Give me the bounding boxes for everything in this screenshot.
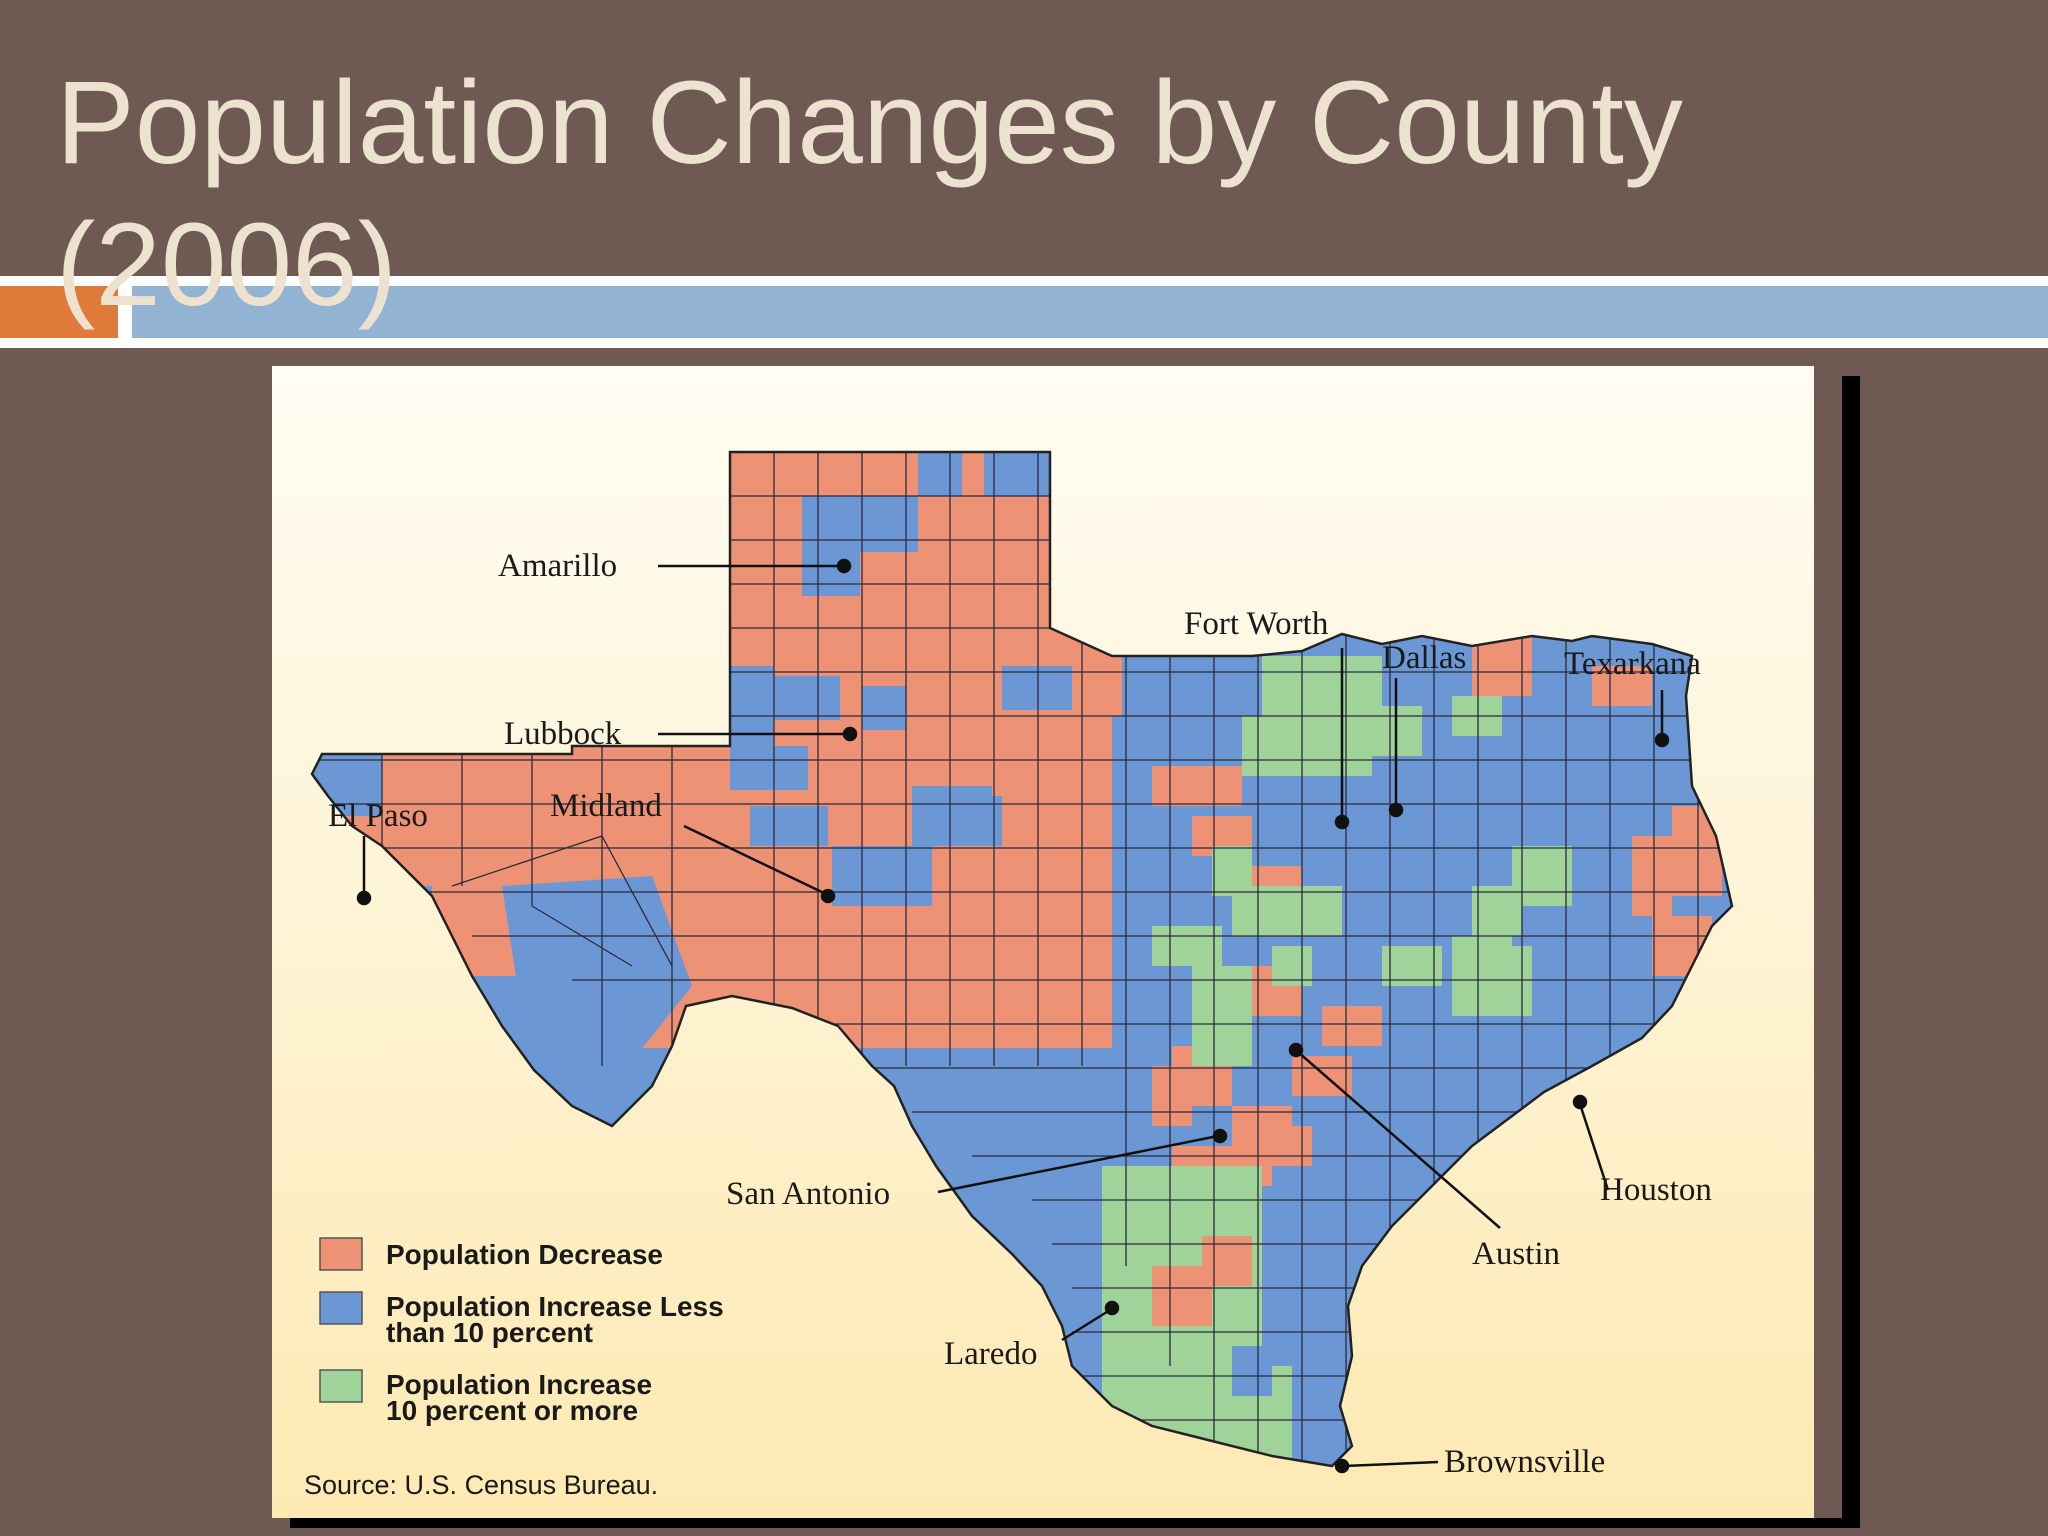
city-label-dallas: Dallas [1382, 640, 1466, 676]
legend-swatch-increase-high [319, 1369, 363, 1403]
title-accent-blue [132, 286, 2048, 338]
city-label-brownsville: Brownsville [1444, 1444, 1605, 1480]
city-label-midland: Midland [550, 788, 662, 824]
source-note: Source: U.S. Census Bureau. [304, 1470, 658, 1500]
legend-label-increase-high-line1: Population Increase [386, 1369, 652, 1400]
legend-swatch-decrease [319, 1237, 363, 1271]
texas-outline [310, 450, 1734, 1468]
city-label-san-antonio: San Antonio [726, 1176, 890, 1212]
city-label-amarillo: Amarillo [498, 548, 617, 584]
city-label-houston: Houston [1600, 1172, 1712, 1208]
legend-label-decrease: Population Decrease [386, 1239, 663, 1270]
city-label-laredo: Laredo [944, 1336, 1037, 1372]
legend-label-increase-low-line1: Population Increase Less [386, 1291, 724, 1322]
city-label-lubbock: Lubbock [504, 716, 622, 752]
title-accent-orange [0, 286, 118, 338]
map-legend: Population Decrease Population Increase … [319, 1237, 724, 1426]
texas-county-map: Amarillo Lubbock El Paso Midland Fort Wo… [272, 366, 1842, 1518]
slide-title: Population Changes by County (2006) [56, 57, 1683, 331]
legend-label-increase-high-line2: 10 percent or more [386, 1395, 638, 1426]
city-label-texarkana: Texarkana [1564, 646, 1701, 682]
city-label-austin: Austin [1472, 1236, 1560, 1272]
map-svg: Amarillo Lubbock El Paso Midland Fort Wo… [272, 366, 1814, 1518]
city-label-fort-worth: Fort Worth [1184, 606, 1329, 642]
city-label-el-paso: El Paso [328, 798, 428, 834]
city-markers [356, 558, 1670, 1474]
legend-label-increase-low-line2: than 10 percent [386, 1317, 593, 1348]
legend-swatch-increase-low [319, 1291, 363, 1325]
